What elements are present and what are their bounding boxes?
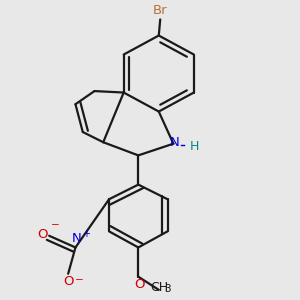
Text: 3: 3 [164, 284, 170, 294]
Text: −: − [51, 220, 59, 230]
Text: +: + [82, 229, 90, 239]
Text: O: O [63, 275, 74, 288]
Text: N: N [170, 136, 180, 149]
Text: −: − [75, 275, 83, 285]
Text: H: H [190, 140, 199, 153]
Text: N: N [72, 232, 82, 244]
Text: O: O [37, 228, 48, 241]
Text: CH: CH [150, 281, 168, 294]
Text: Br: Br [153, 4, 167, 16]
Text: O: O [134, 278, 145, 291]
